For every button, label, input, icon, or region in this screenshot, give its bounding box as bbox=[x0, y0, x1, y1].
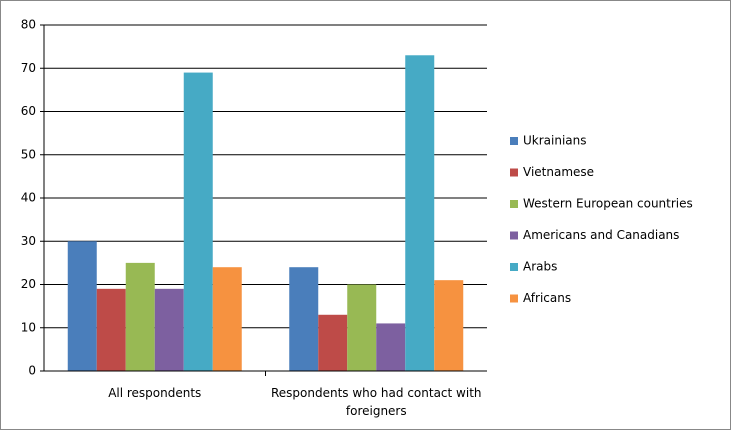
legend-label: Americans and Canadians bbox=[523, 228, 679, 242]
legend-label: Western European countries bbox=[523, 197, 693, 211]
legend-swatch bbox=[510, 263, 518, 271]
y-tick-label: 10 bbox=[21, 320, 36, 334]
bar bbox=[434, 280, 464, 371]
y-tick-label: 40 bbox=[21, 191, 36, 205]
bar bbox=[318, 314, 348, 371]
legend-swatch bbox=[510, 294, 518, 303]
bar bbox=[96, 288, 126, 371]
bar bbox=[183, 72, 213, 371]
bar bbox=[347, 284, 377, 371]
y-tick-label: 70 bbox=[21, 61, 36, 75]
y-tick-label: 0 bbox=[28, 364, 36, 378]
y-tick-label: 20 bbox=[21, 277, 36, 291]
legend-label: Arabs bbox=[523, 260, 557, 274]
bar bbox=[125, 262, 155, 371]
x-tick-label: Respondents who had contact with foreign… bbox=[270, 386, 482, 418]
bar bbox=[405, 55, 435, 372]
bar bbox=[154, 288, 184, 371]
y-tick-label: 80 bbox=[21, 18, 36, 32]
legend-swatch bbox=[510, 231, 518, 240]
bar bbox=[376, 323, 406, 371]
legend-label: Ukrainians bbox=[523, 134, 587, 148]
bar bbox=[67, 241, 97, 371]
legend-label: Vietnamese bbox=[523, 165, 594, 179]
x-tick-label: All respondents bbox=[108, 386, 202, 400]
bar bbox=[289, 267, 319, 371]
legend-swatch bbox=[510, 137, 518, 145]
legend-swatch bbox=[510, 200, 518, 208]
y-tick-label: 50 bbox=[21, 147, 36, 161]
legend-label: Africans bbox=[523, 291, 571, 305]
legend-swatch bbox=[510, 168, 518, 177]
y-tick-label: 60 bbox=[21, 104, 36, 118]
y-tick-label: 30 bbox=[21, 234, 36, 248]
bar bbox=[212, 267, 242, 371]
